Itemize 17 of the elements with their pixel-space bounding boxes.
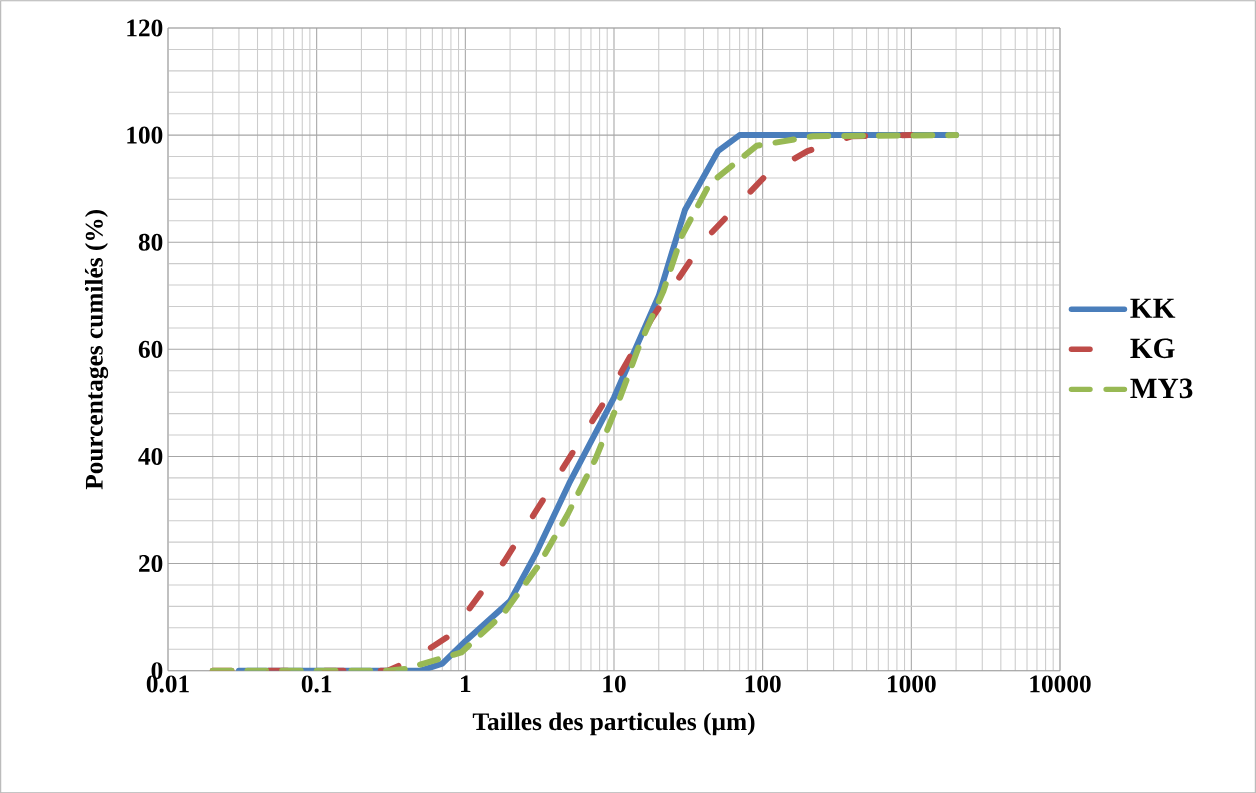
legend-label: MY3 [1130,378,1193,399]
x-tick-label: 1 [461,675,471,692]
y-tick-label: 120 [127,19,163,37]
x-tick-label: 1000 [888,675,936,693]
legend-label: KG [1130,338,1175,359]
y-tick-label: 100 [127,126,163,144]
x-tick-label: 10000 [1030,675,1091,693]
y-tick-label: 60 [138,340,163,358]
y-tick-label: 40 [138,447,163,465]
legend-label: KK [1130,298,1176,318]
y-tick-label: 80 [138,233,163,251]
y-tick-label: 20 [139,554,163,572]
x-axis-title: Tailles des particules (µm) [472,712,755,736]
y-axis-title: Pourcentages cumilés (%) [84,209,109,490]
x-tick-label: 0.1 [301,675,332,693]
x-tick-label: 10 [603,675,626,693]
x-tick-label: 100 [745,675,781,693]
